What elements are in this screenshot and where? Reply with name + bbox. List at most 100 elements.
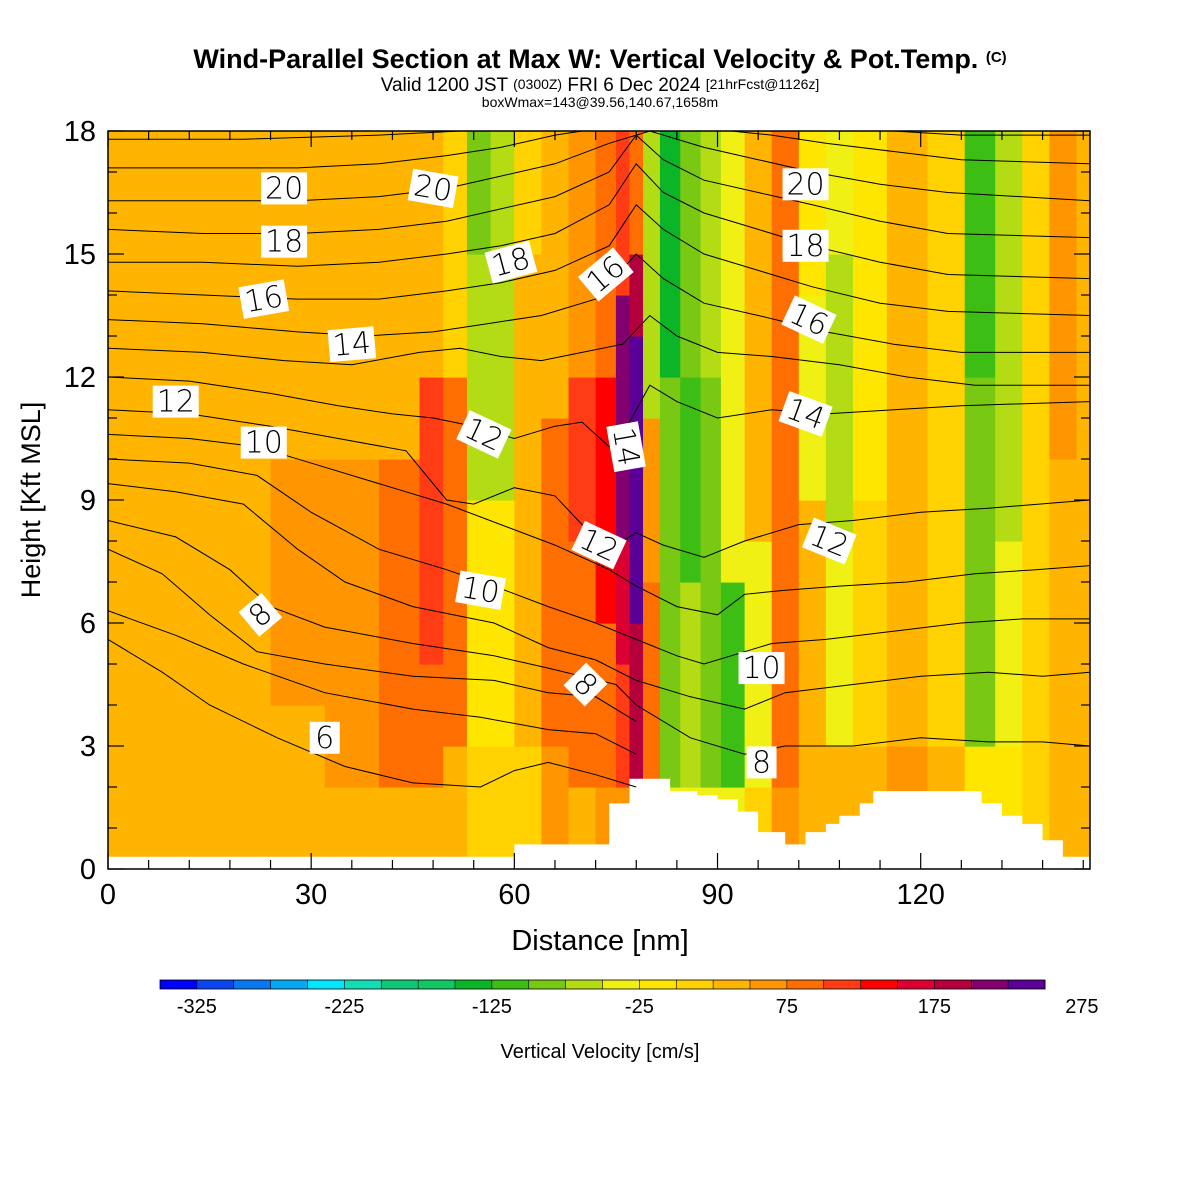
theta-isoline bbox=[108, 548, 637, 722]
isoline-label: 10 bbox=[738, 651, 785, 686]
colorbar-swatch bbox=[344, 980, 382, 989]
w-field-cell bbox=[568, 541, 597, 788]
colorbar-swatch bbox=[786, 980, 825, 989]
y-tick-label: 6 bbox=[80, 608, 96, 640]
colorbar-swatch bbox=[307, 980, 345, 989]
w-field-cell bbox=[629, 254, 644, 337]
w-field-cell bbox=[629, 131, 644, 255]
colorbar-swatch bbox=[233, 980, 272, 989]
w-field-cell bbox=[514, 500, 543, 747]
terrain-mask bbox=[108, 778, 1090, 869]
isoline-label: 16 bbox=[238, 279, 290, 320]
colorbar-swatch bbox=[565, 980, 603, 989]
w-field-cell bbox=[852, 500, 888, 747]
w-field-cell bbox=[595, 623, 617, 788]
svg-text:14: 14 bbox=[331, 326, 372, 364]
w-field-cell bbox=[798, 131, 827, 296]
svg-text:20: 20 bbox=[411, 168, 455, 209]
colorbar-swatch bbox=[750, 980, 788, 989]
theta-isoline bbox=[108, 314, 1090, 386]
isoline-label: 10 bbox=[455, 570, 506, 611]
w-field-cell bbox=[927, 459, 966, 747]
w-field-cell bbox=[629, 500, 644, 624]
colorbar-tick-label: -125 bbox=[472, 996, 512, 1018]
w-field-cell bbox=[378, 787, 421, 869]
colorbar-swatch bbox=[491, 980, 530, 989]
theta-isoline bbox=[108, 638, 637, 788]
y-tick-label: 12 bbox=[64, 362, 96, 394]
colorbar-swatch bbox=[381, 980, 419, 989]
svg-text:10: 10 bbox=[742, 651, 780, 686]
vertical-velocity-field bbox=[108, 131, 1090, 869]
colorbar-label: Vertical Velocity [cm/s] bbox=[501, 1041, 700, 1063]
w-field-cell bbox=[643, 418, 661, 583]
w-field-cell bbox=[964, 131, 996, 378]
x-axis-label: Distance [nm] bbox=[511, 925, 688, 957]
w-field-cell bbox=[995, 131, 1023, 542]
y-tick-label: 9 bbox=[80, 485, 96, 517]
w-field-cell bbox=[378, 459, 421, 788]
svg-text:18: 18 bbox=[786, 229, 824, 264]
colorbar-swatch bbox=[934, 980, 972, 989]
w-field-cell bbox=[659, 131, 681, 378]
w-field-cell bbox=[1049, 131, 1078, 460]
w-field-cell bbox=[720, 131, 746, 583]
svg-text:10: 10 bbox=[245, 426, 283, 461]
w-field-cell bbox=[541, 418, 570, 747]
colorbar-swatch bbox=[602, 980, 640, 989]
theta-isoline bbox=[108, 610, 637, 755]
colorbar-tick-label: -325 bbox=[177, 996, 217, 1018]
w-field-cell bbox=[680, 377, 702, 583]
colorbar-tick-label: 275 bbox=[1065, 996, 1098, 1018]
w-field-cell bbox=[659, 582, 681, 788]
valid-time-line: Valid 1200 JST (0300Z) FRI 6 Dec 2024 [2… bbox=[0, 75, 1200, 97]
w-field-cell bbox=[141, 131, 211, 869]
colorbar-swatch bbox=[270, 980, 308, 989]
isoline-label: 20 bbox=[261, 171, 308, 206]
theta-isoline bbox=[108, 204, 1090, 316]
theta-isoline bbox=[108, 483, 1090, 710]
terrain-area bbox=[108, 778, 1090, 869]
isoline-label: 6 bbox=[309, 721, 340, 756]
isoline-label: 14 bbox=[327, 326, 377, 364]
svg-text:14: 14 bbox=[605, 425, 646, 469]
w-field-cell bbox=[568, 131, 597, 378]
theta-isoline bbox=[108, 131, 1090, 202]
w-field-cell bbox=[643, 131, 661, 419]
chart-title-text: Wind-Parallel Section at Max W: Vertical… bbox=[193, 44, 979, 74]
valid-prefix: Valid 1200 JST bbox=[380, 75, 508, 96]
isoline-label: 10 bbox=[240, 426, 287, 461]
w-field-cell bbox=[615, 131, 631, 296]
x-tick-label: 60 bbox=[498, 879, 530, 911]
colorbar-swatch bbox=[1008, 980, 1046, 989]
theta-isoline bbox=[108, 134, 1090, 239]
w-field-cell bbox=[615, 295, 631, 542]
isoline-label: 20 bbox=[407, 168, 459, 209]
w-field-cell bbox=[514, 254, 543, 501]
w-field-cell bbox=[886, 459, 929, 747]
w-field-cell bbox=[1049, 459, 1078, 706]
colorbar-tick-label: 175 bbox=[918, 996, 951, 1018]
valid-utc: (0300Z) bbox=[513, 76, 563, 92]
isoline-label: 20 bbox=[782, 167, 829, 202]
w-field-cell bbox=[270, 459, 326, 706]
w-field-cell bbox=[466, 746, 492, 869]
svg-text:16: 16 bbox=[242, 279, 286, 320]
colorbar-swatch bbox=[860, 980, 898, 989]
y-axis-label: Height [Kft MSL] bbox=[16, 402, 46, 599]
w-field-cell bbox=[466, 500, 492, 747]
y-tick-label: 18 bbox=[64, 116, 96, 148]
w-field-cell bbox=[700, 131, 722, 378]
x-tick-label: 120 bbox=[896, 879, 944, 911]
w-field-cell bbox=[419, 377, 444, 665]
w-field-cell bbox=[1022, 131, 1050, 747]
w-field-cell bbox=[443, 746, 468, 869]
svg-text:6: 6 bbox=[315, 721, 334, 756]
w-field-cell bbox=[490, 746, 515, 869]
w-field-cell bbox=[490, 131, 515, 255]
w-field-cell bbox=[825, 254, 854, 542]
colorbar-swatch bbox=[455, 980, 493, 989]
w-field-cell bbox=[419, 787, 444, 869]
